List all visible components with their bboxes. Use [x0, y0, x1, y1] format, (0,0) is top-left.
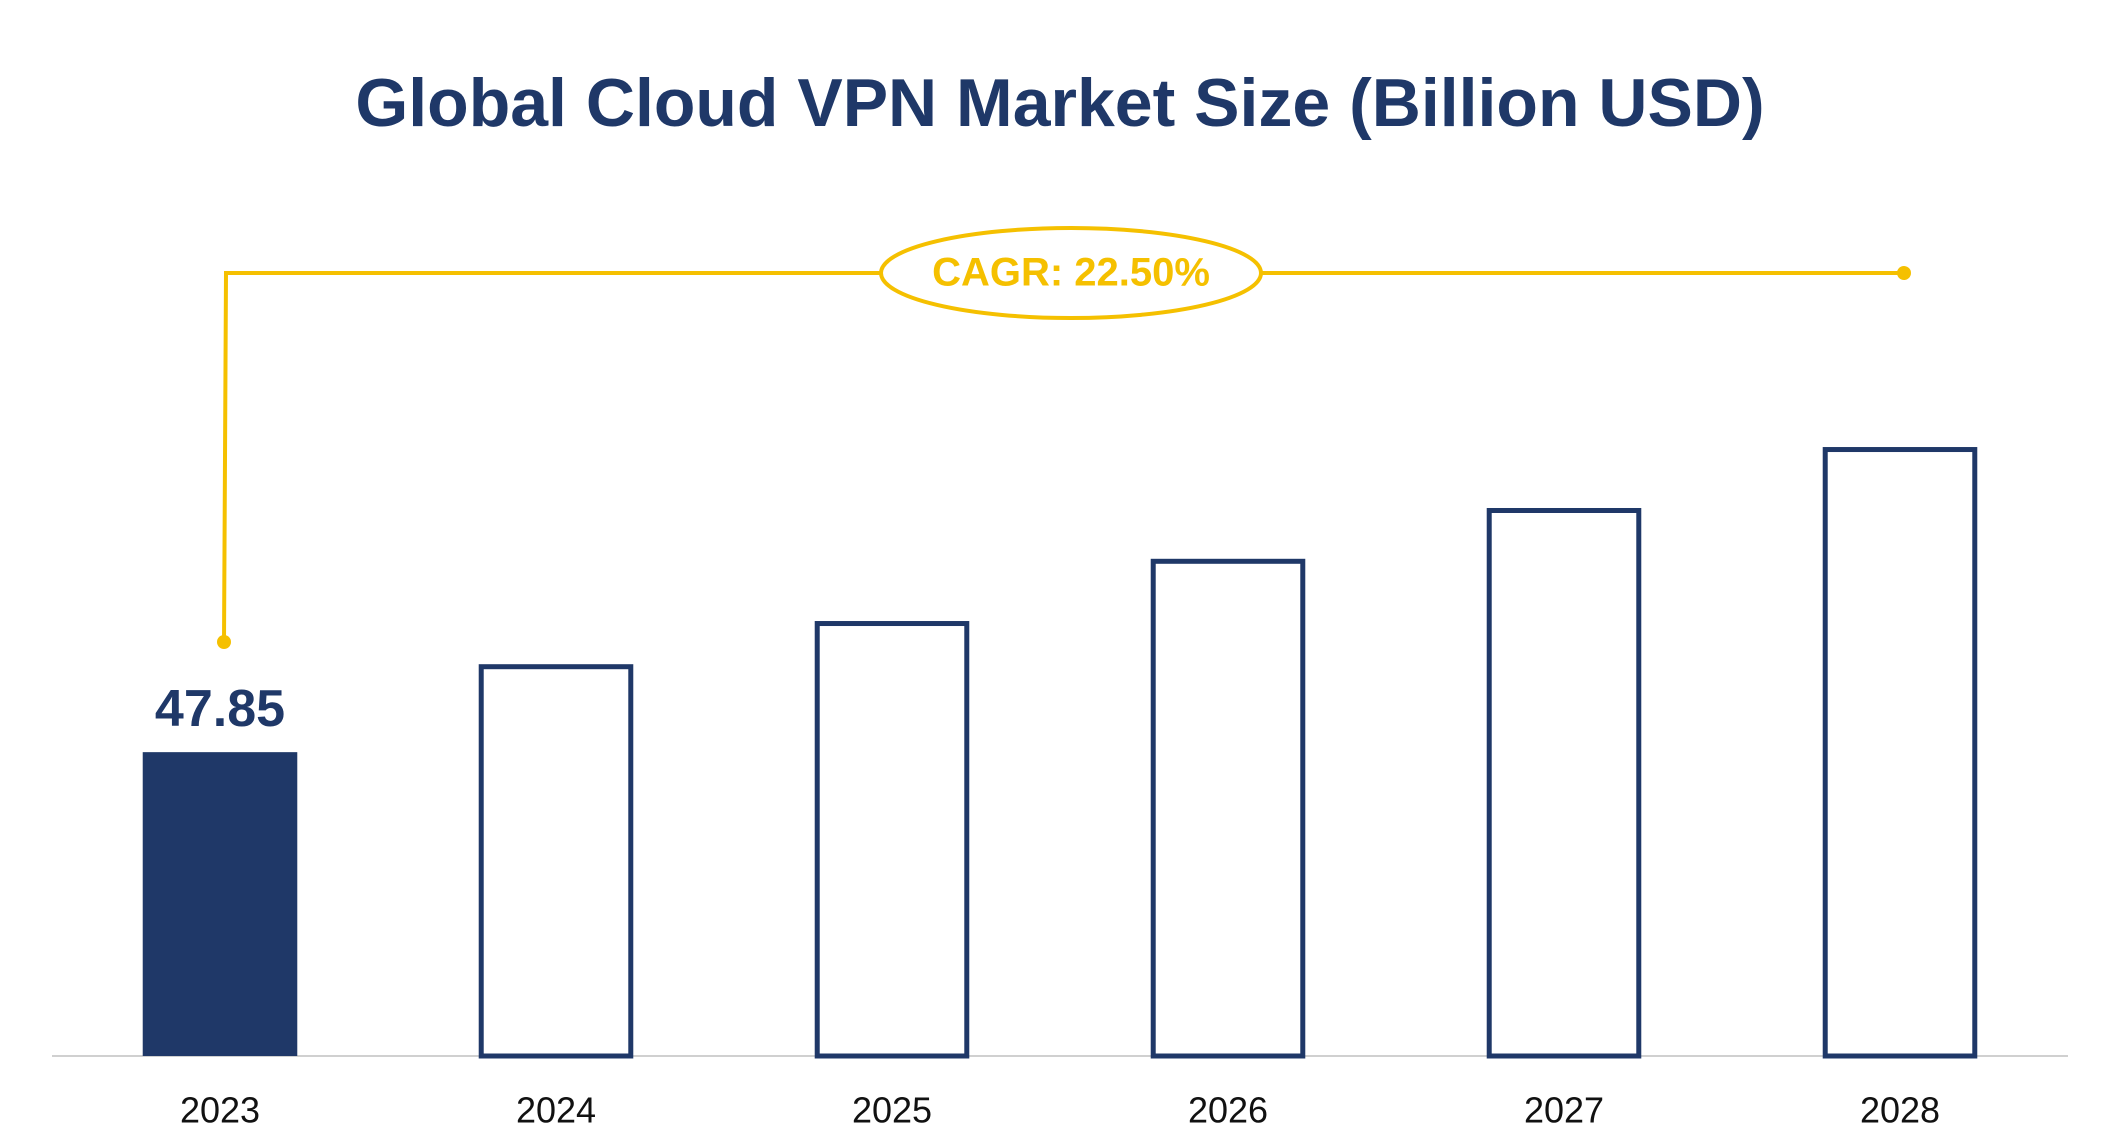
bracket-dot — [217, 635, 231, 649]
cagr-bracket — [222, 271, 1904, 643]
cagr-label: CAGR: 22.50% — [932, 251, 1210, 295]
x-tick-label: 2024 — [516, 1090, 596, 1131]
bar — [1822, 447, 1978, 1059]
chart-title: Global Cloud VPN Market Size (Billion US… — [355, 65, 1764, 141]
bar — [478, 664, 634, 1059]
value-label: 47.85 — [155, 680, 285, 738]
x-tick-label: 2027 — [1524, 1090, 1604, 1131]
x-tick-label: 2028 — [1860, 1090, 1940, 1131]
x-tick-label: 2026 — [1188, 1090, 1268, 1131]
x-tick-label: 2025 — [852, 1090, 932, 1131]
bar — [1150, 558, 1306, 1059]
bar — [814, 621, 970, 1059]
bar — [142, 752, 298, 1056]
cagr-ellipse — [879, 226, 1263, 320]
x-tick-label: 2023 — [180, 1090, 260, 1131]
bar — [1486, 507, 1642, 1059]
bracket-dot — [1897, 266, 1911, 280]
